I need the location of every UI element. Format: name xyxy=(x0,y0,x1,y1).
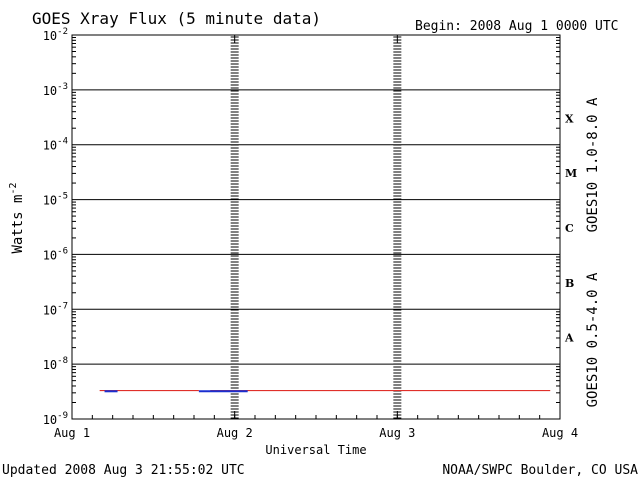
flare-class-label: B xyxy=(565,277,574,290)
legend-short-channel: GOES10 0.5-4.0 A xyxy=(585,272,601,407)
x-tick-label: Aug 3 xyxy=(379,426,415,440)
y-tick-label: 10-6 xyxy=(43,246,68,262)
flare-class-label: C xyxy=(565,222,574,235)
x-tick-label: Aug 4 xyxy=(542,426,578,440)
begin-time: Begin: 2008 Aug 1 0000 UTC xyxy=(415,19,619,34)
y-tick-label: 10-3 xyxy=(43,82,68,98)
flare-class-label: M xyxy=(565,167,577,180)
y-axis-label: Watts m-2 xyxy=(8,182,26,253)
chart-title: GOES Xray Flux (5 minute data) xyxy=(32,9,321,28)
flare-class-label: X xyxy=(565,112,574,125)
y-tick-label: 10-9 xyxy=(43,411,68,427)
y-tick-label: 10-7 xyxy=(43,301,68,317)
x-axis-label: Universal Time xyxy=(265,443,366,457)
y-tick-label: 10-4 xyxy=(43,137,68,153)
y-tick-label: 10-5 xyxy=(43,192,68,208)
y-tick-label: 10-2 xyxy=(43,27,68,43)
updated-timestamp: Updated 2008 Aug 3 21:55:02 UTC xyxy=(2,463,245,478)
y-tick-label: 10-8 xyxy=(43,356,68,372)
legend-long-channel: GOES10 1.0-8.0 A xyxy=(585,97,601,232)
x-tick-label: Aug 2 xyxy=(217,426,253,440)
credit-text: NOAA/SWPC Boulder, CO USA xyxy=(442,463,638,478)
flare-class-label: A xyxy=(564,332,574,345)
x-tick-label: Aug 1 xyxy=(54,426,90,440)
plot-frame xyxy=(71,34,561,420)
